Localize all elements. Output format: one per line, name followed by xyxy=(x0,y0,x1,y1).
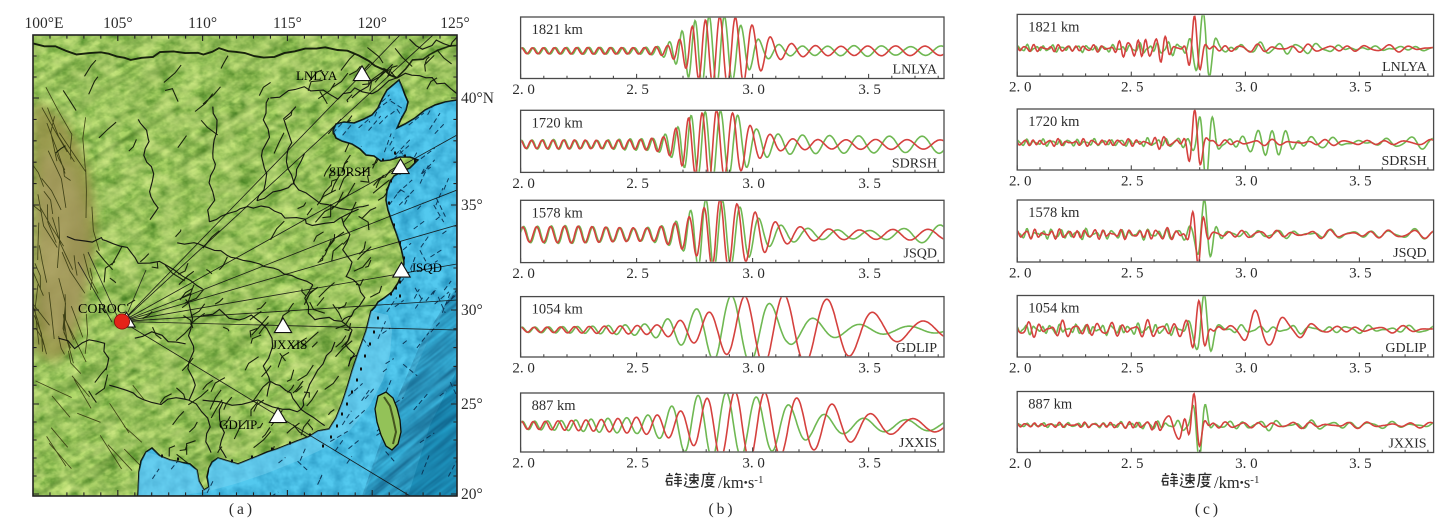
svg-text:3. 5: 3. 5 xyxy=(1349,361,1372,377)
svg-text:1821 km: 1821 km xyxy=(1028,19,1080,35)
svg-text:3. 5: 3. 5 xyxy=(858,456,881,472)
svg-text:/km•s-1: /km•s-1 xyxy=(1214,473,1259,492)
svg-text:JSQD: JSQD xyxy=(411,260,442,275)
svg-text:3. 0: 3. 0 xyxy=(742,361,765,377)
svg-text:125°: 125° xyxy=(440,15,469,32)
svg-text:105°: 105° xyxy=(103,15,132,32)
svg-text:3. 0: 3. 0 xyxy=(1235,361,1258,377)
svg-text:/km•s-1: /km•s-1 xyxy=(718,473,763,492)
svg-text:120°: 120° xyxy=(357,15,386,32)
svg-text:2. 5: 2. 5 xyxy=(1121,266,1144,282)
svg-text:JXXIS: JXXIS xyxy=(272,337,307,352)
svg-text:(c): (c) xyxy=(1195,501,1221,518)
svg-text:2. 5: 2. 5 xyxy=(626,361,649,377)
svg-text:2. 0: 2. 0 xyxy=(512,456,535,472)
svg-text:3. 5: 3. 5 xyxy=(858,82,881,98)
svg-text:40°N: 40°N xyxy=(461,90,494,107)
svg-text:GDLIP: GDLIP xyxy=(219,417,257,432)
svg-text:3. 0: 3. 0 xyxy=(1235,174,1258,190)
svg-text:100°E: 100°E xyxy=(25,15,64,32)
svg-text:3. 0: 3. 0 xyxy=(742,176,765,192)
svg-text:2. 5: 2. 5 xyxy=(1121,456,1144,472)
svg-text:3. 5: 3. 5 xyxy=(1349,174,1372,190)
svg-text:3. 5: 3. 5 xyxy=(858,176,881,192)
svg-text:110°: 110° xyxy=(188,15,217,32)
svg-text:2. 5: 2. 5 xyxy=(626,176,649,192)
svg-text:3. 5: 3. 5 xyxy=(858,266,881,282)
svg-text:2. 5: 2. 5 xyxy=(626,266,649,282)
svg-text:2. 0: 2. 0 xyxy=(1009,174,1032,190)
svg-text:3. 0: 3. 0 xyxy=(1235,266,1258,282)
svg-text:3. 0: 3. 0 xyxy=(1235,456,1258,472)
svg-text:3. 0: 3. 0 xyxy=(742,82,765,98)
svg-text:1821 km: 1821 km xyxy=(532,22,584,38)
svg-text:3. 5: 3. 5 xyxy=(1349,80,1372,96)
svg-text:20°: 20° xyxy=(461,486,483,503)
svg-text:1720 km: 1720 km xyxy=(532,115,584,131)
svg-text:2. 0: 2. 0 xyxy=(512,266,535,282)
svg-text:COROC: COROC xyxy=(78,302,126,317)
svg-text:LNLYA: LNLYA xyxy=(893,63,938,78)
svg-text:JXXIS: JXXIS xyxy=(1388,437,1426,452)
svg-text:3. 5: 3. 5 xyxy=(1349,456,1372,472)
svg-text:887 km: 887 km xyxy=(1028,397,1073,413)
svg-text:115°: 115° xyxy=(273,15,302,32)
svg-text:3. 5: 3. 5 xyxy=(1349,266,1372,282)
svg-text:2. 0: 2. 0 xyxy=(512,176,535,192)
svg-text:25°: 25° xyxy=(461,396,483,413)
svg-text:2. 5: 2. 5 xyxy=(1121,80,1144,96)
svg-text:30°: 30° xyxy=(461,302,483,319)
svg-text:2. 0: 2. 0 xyxy=(1009,80,1032,96)
svg-text:1578 km: 1578 km xyxy=(532,205,584,221)
svg-text:35°: 35° xyxy=(461,197,483,214)
svg-text:(b): (b) xyxy=(708,501,735,518)
svg-text:2. 5: 2. 5 xyxy=(626,456,649,472)
svg-text:3. 0: 3. 0 xyxy=(742,266,765,282)
svg-text:JSQD: JSQD xyxy=(904,247,937,262)
svg-text:3. 0: 3. 0 xyxy=(742,456,765,472)
svg-text:1054 km: 1054 km xyxy=(532,302,584,318)
svg-text:2. 0: 2. 0 xyxy=(1009,456,1032,472)
svg-text:3. 0: 3. 0 xyxy=(1235,80,1258,96)
svg-text:1720 km: 1720 km xyxy=(1028,114,1080,130)
svg-text:JSQD: JSQD xyxy=(1393,246,1426,261)
svg-text:SDRSH: SDRSH xyxy=(1381,154,1426,169)
svg-text:2. 0: 2. 0 xyxy=(1009,266,1032,282)
svg-text:887 km: 887 km xyxy=(532,398,577,414)
svg-text:2. 0: 2. 0 xyxy=(512,361,535,377)
svg-text:LNLYA: LNLYA xyxy=(296,68,338,83)
svg-text:1578 km: 1578 km xyxy=(1028,205,1080,221)
svg-text:JXXIS: JXXIS xyxy=(899,436,937,451)
svg-text:2. 5: 2. 5 xyxy=(626,82,649,98)
svg-text:SDRSH: SDRSH xyxy=(329,164,371,179)
svg-text:2. 0: 2. 0 xyxy=(1009,361,1032,377)
svg-text:2. 0: 2. 0 xyxy=(512,82,535,98)
svg-text:GDLIP: GDLIP xyxy=(896,341,937,356)
svg-text:1054 km: 1054 km xyxy=(1028,301,1080,317)
svg-text:LNLYA: LNLYA xyxy=(1382,60,1427,75)
svg-text:(a): (a) xyxy=(229,501,255,518)
svg-text:2. 5: 2. 5 xyxy=(1121,174,1144,190)
svg-text:3. 5: 3. 5 xyxy=(858,361,881,377)
svg-text:2. 5: 2. 5 xyxy=(1121,361,1144,377)
svg-text:SDRSH: SDRSH xyxy=(892,156,937,171)
svg-text:GDLIP: GDLIP xyxy=(1385,341,1426,356)
